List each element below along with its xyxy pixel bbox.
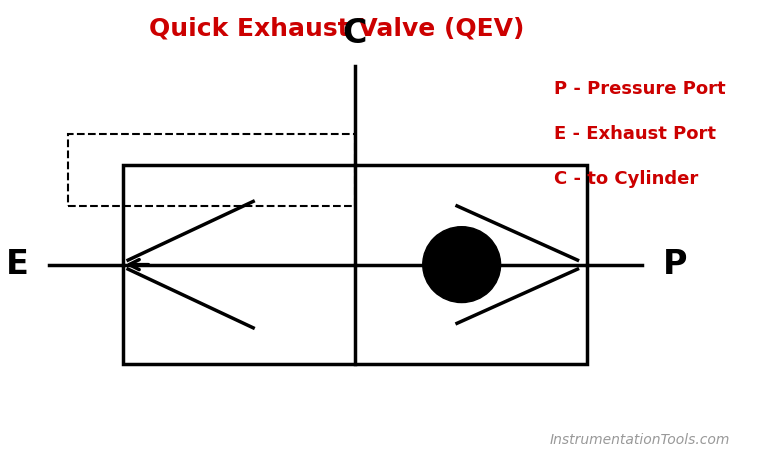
Bar: [124, 165, 587, 364]
Circle shape: [422, 227, 501, 303]
Text: P: P: [663, 248, 687, 281]
Text: P - Pressure Port: P - Pressure Port: [554, 80, 726, 97]
Text: E - Exhaust Port: E - Exhaust Port: [554, 125, 717, 143]
Text: C: C: [343, 17, 367, 50]
Text: Quick Exhaust Valve (QEV): Quick Exhaust Valve (QEV): [149, 16, 525, 40]
Text: C - to Cylinder: C - to Cylinder: [554, 170, 699, 188]
Text: E: E: [6, 248, 29, 281]
Bar: [68, 134, 355, 206]
Text: InstrumentationTools.com: InstrumentationTools.com: [550, 433, 730, 447]
